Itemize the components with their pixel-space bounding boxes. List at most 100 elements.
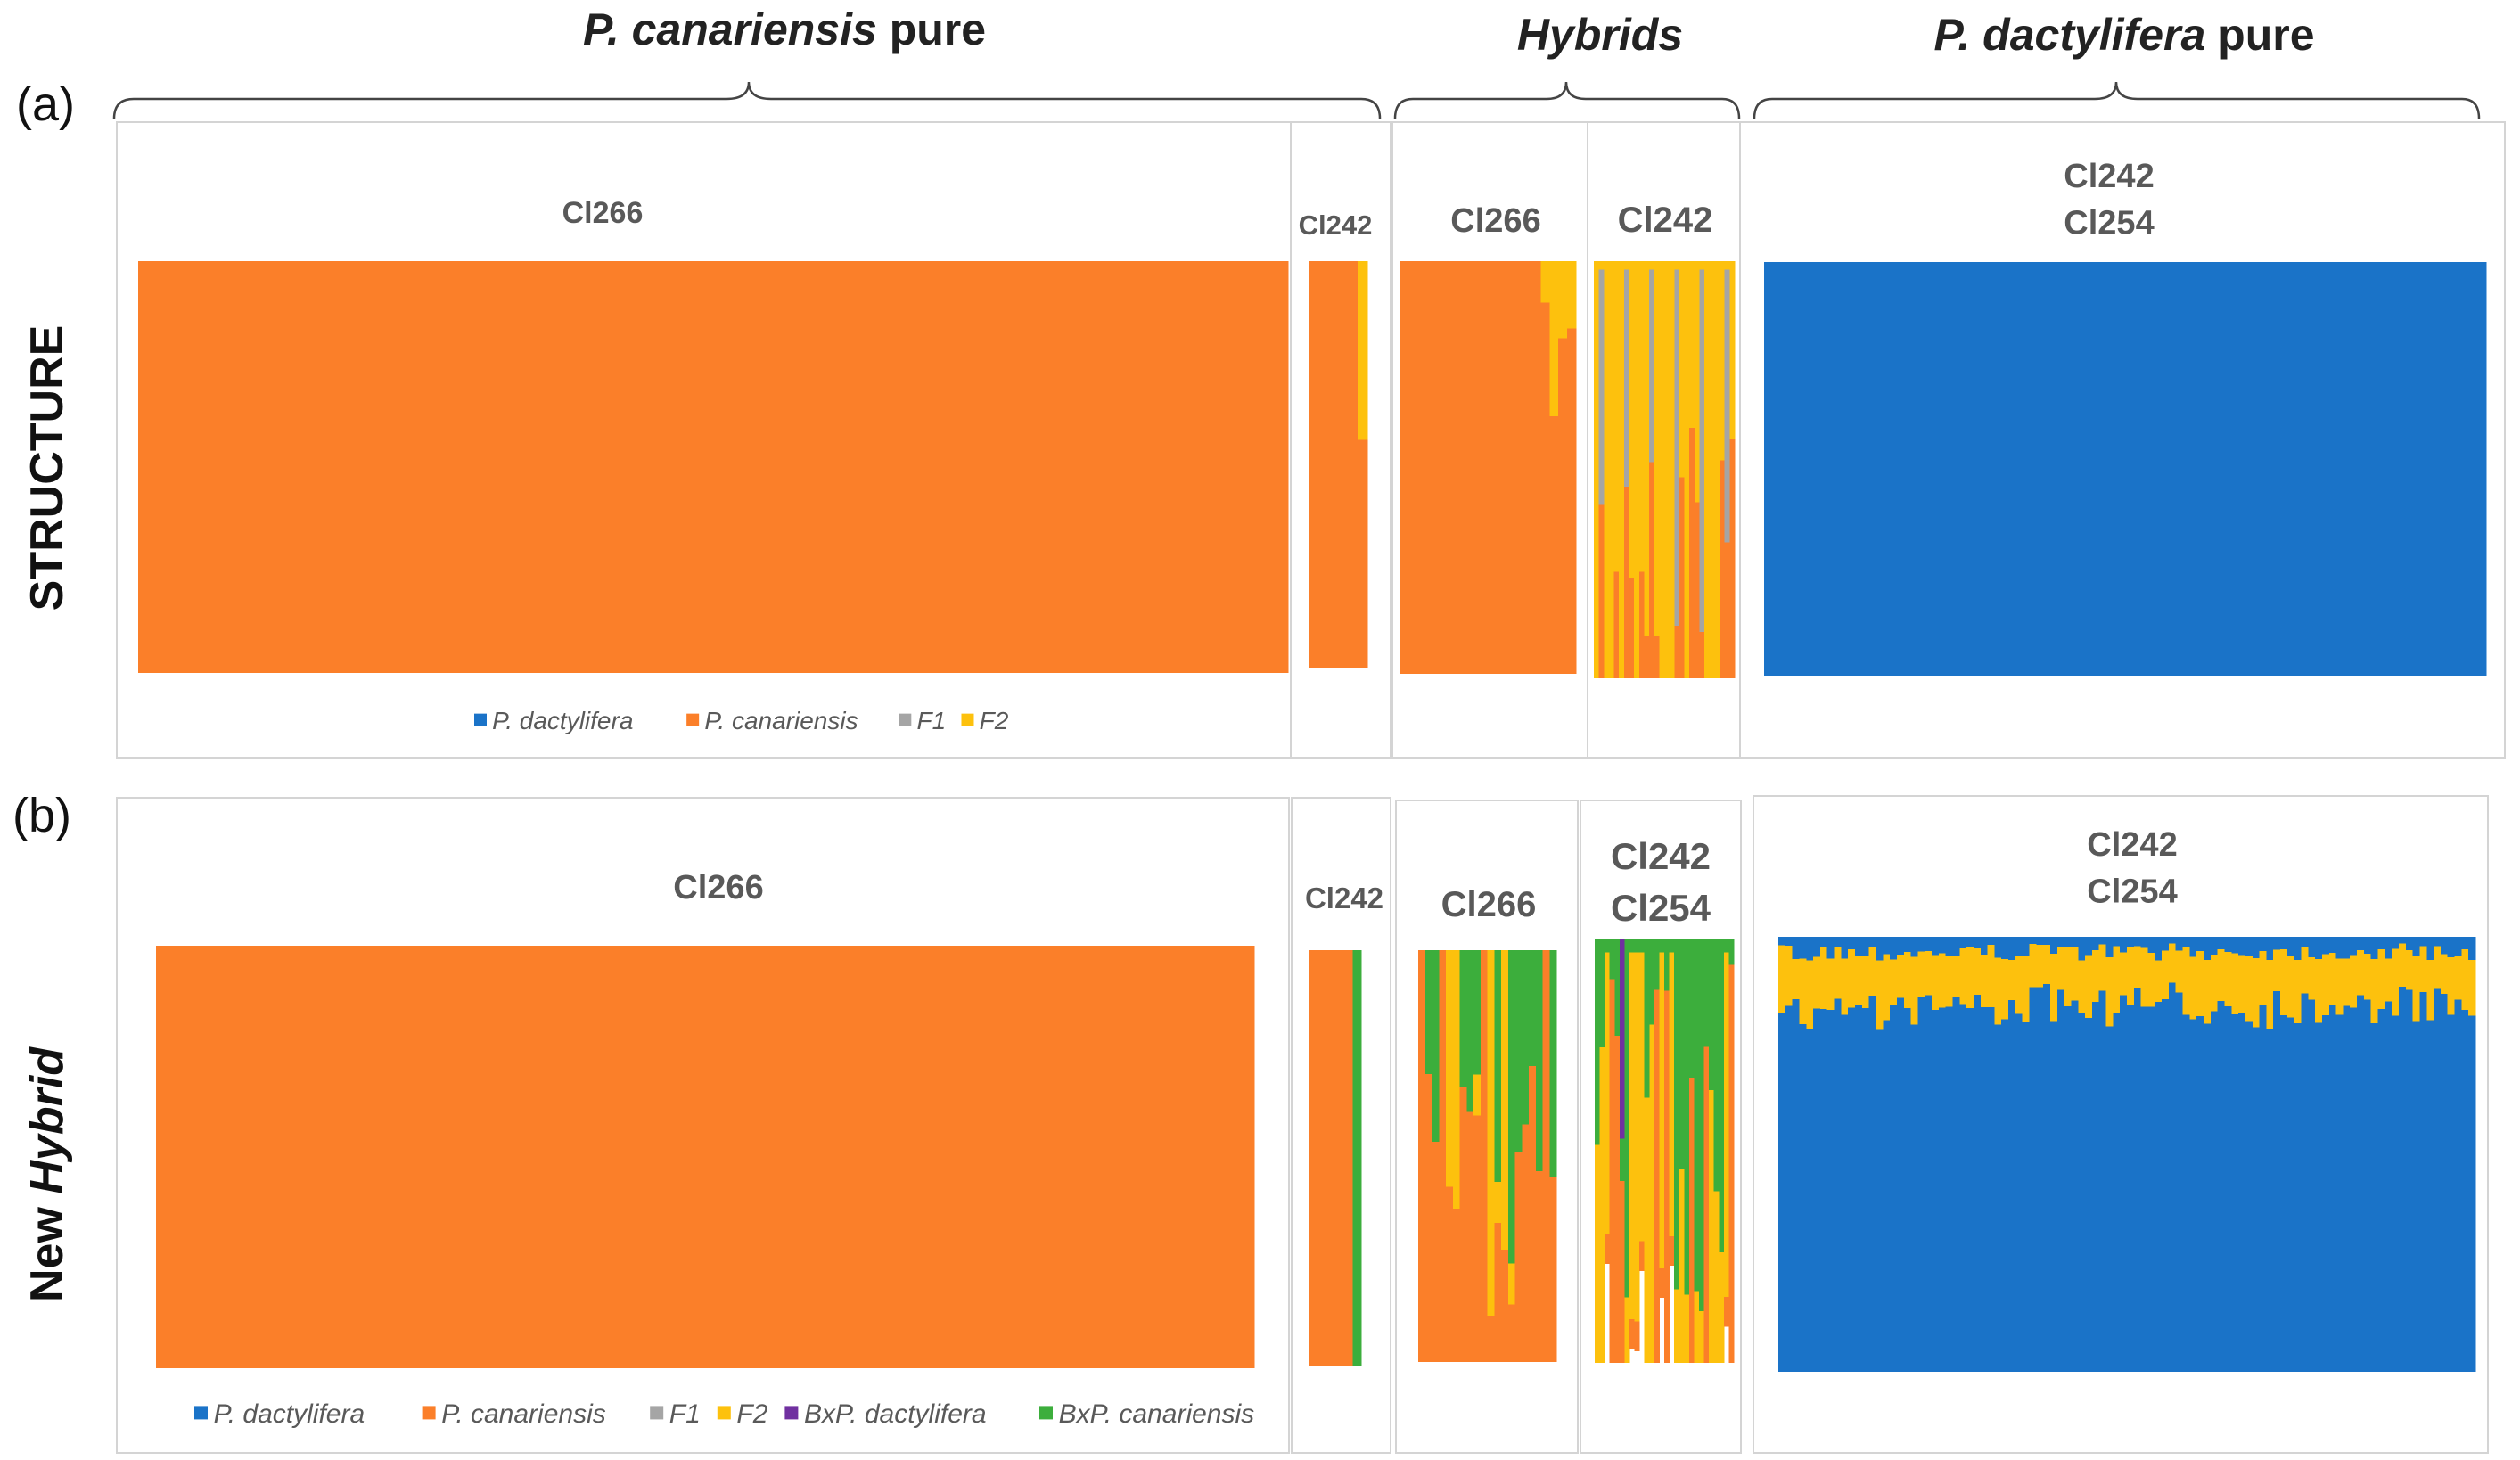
panel-b-g5-bar-18-seg-3: [1896, 997, 1905, 1372]
panel-a-g5-bar-1-seg-1: [1764, 262, 1774, 676]
panel-b-g1-bar-28-seg-1: [403, 946, 414, 1368]
panel-a-g5-bar-48-seg-1: [2188, 262, 2198, 676]
panel-b-g5-bar-23-seg-1: [1932, 937, 1940, 956]
panel-b-g1-bar-101-seg-1: [1071, 946, 1081, 1368]
panel-b-g1-bar-113-seg-1: [1180, 946, 1191, 1368]
panel-b-g5-bar-86-seg-3: [2370, 1022, 2379, 1372]
panel-a-g4-bar-8-seg-2: [1629, 578, 1635, 678]
panel-b-g1-bar-26-seg-1: [384, 946, 395, 1368]
panel-b-g5-bar-31-seg-3: [1987, 1007, 1996, 1372]
panel-b-g5-bar-48-seg-2: [2105, 957, 2114, 1027]
panel-b-g5-bar-26-seg-1: [1952, 937, 1960, 956]
panel-a-g1-bar-100-seg-1: [1087, 261, 1097, 673]
panel-b-g5-bar-39-seg-1: [2043, 937, 2051, 945]
panel-b-g5-bar-80-seg-2: [2328, 952, 2337, 1005]
panel-a-g1-bar-4-seg-1: [167, 261, 177, 673]
panel-a-g3-bar-12-seg-1: [1496, 261, 1506, 674]
panel-b-g4-bar-13-seg-2: [1654, 989, 1661, 1363]
panel-b-g5-bar-12-seg-2: [1855, 956, 1863, 1006]
panel-b-g5-bar-80-seg-1: [2328, 937, 2337, 953]
panel-b-g1-bar-12-seg-1: [256, 946, 267, 1368]
panel-a-g1-bar-81-seg-1: [905, 261, 915, 673]
panel-b-g5-bar-32-seg-3: [1994, 1024, 2002, 1372]
panel-a-g4-bar-2-seg-3: [1598, 504, 1605, 678]
panel-a-g1-bar-70-seg-1: [799, 261, 810, 673]
panel-a-g5-bar-66-seg-1: [2351, 262, 2360, 676]
panel-a-g5-bar-14-seg-1: [1881, 262, 1892, 676]
panel-b-g5-bar-20-seg-1: [1910, 937, 1918, 957]
panel-b-g5-bar-90-seg-3: [2398, 986, 2407, 1372]
panel-b-g5-bar-43-seg-3: [2071, 1000, 2079, 1372]
panel-b-g5-bar-42-seg-1: [2064, 937, 2073, 947]
panel-a-g1-bar-44-seg-1: [550, 261, 561, 673]
panel-b-g5-bar-4-seg-3: [1799, 1023, 1807, 1372]
panel-b-g5-bar-52-seg-3: [2133, 988, 2142, 1372]
panel-b-g3-bar-16-seg-1: [1522, 950, 1530, 1125]
panel-b-g1-bar-76-seg-1: [842, 946, 852, 1368]
panel-a-g5-bar-59-seg-1: [2287, 262, 2297, 676]
panel-b-g1-bar-27-seg-1: [393, 946, 404, 1368]
panel-a-g5-bar-69-seg-1: [2377, 262, 2388, 676]
panel-b-g5-bar-75-seg-2: [2294, 959, 2302, 1023]
row-label-structure: STRUCTURE: [21, 325, 73, 611]
panel-a-g5-bar-50-seg-1: [2206, 262, 2216, 676]
panel-b-g1-bar-95-seg-1: [1016, 946, 1026, 1368]
panel-a-g4-bar-26-seg-2: [1720, 460, 1726, 678]
panel-b-g3-bar-14-seg-3: [1507, 1304, 1516, 1362]
panel-a-g5-bar-65-seg-1: [2342, 262, 2352, 676]
panel-a-g3-bar-20-seg-1: [1567, 261, 1577, 329]
panel-a-g3-bar-19-seg-2: [1558, 338, 1568, 674]
panel-b-g5-bar-72-seg-3: [2273, 990, 2281, 1372]
panel-a-g5-bar-74-seg-1: [2423, 262, 2433, 676]
panel-a-g4-bar-1-seg-1: [1594, 261, 1600, 678]
panel-a-g3-bar-11-seg-1: [1488, 261, 1498, 674]
panel-b-g5-bar-35-seg-2: [2015, 956, 2023, 1014]
panel-b-g5-bar-60-seg-2: [2189, 956, 2197, 1020]
panel-b-g1-bar-74-seg-1: [824, 946, 834, 1368]
panel-b-g5-bar-69-seg-1: [2252, 937, 2261, 958]
panel-b-g3-bar-6-seg-2: [1452, 1208, 1461, 1362]
panel-a-g1-bar-41-seg-1: [521, 261, 532, 673]
panel-b-g1-bar-56-seg-1: [659, 946, 669, 1368]
panel-a-g1-bar-1-seg-1: [138, 261, 149, 673]
panel-b-g4-bar-2-seg-1: [1599, 939, 1605, 1047]
panel-b-g5-bar-45-seg-3: [2085, 1017, 2093, 1372]
panel-a-legend-swatch-2: [686, 713, 700, 726]
panel-a-g1-bar-65-seg-1: [751, 261, 762, 673]
panel-a-g1-bar-58-seg-1: [684, 261, 695, 673]
panel-b-g5-bar-11-seg-3: [1848, 1007, 1856, 1372]
panel-b-g1-bar-20-seg-1: [330, 946, 340, 1368]
panel-b-g4-bar-4-seg-2: [1609, 979, 1615, 1363]
panel-a-g3-bar-16-seg-1: [1531, 261, 1541, 674]
panel-b-g5-bar-24-seg-3: [1938, 1007, 1947, 1372]
panel-b-g5-bar-21-seg-1: [1917, 937, 1925, 952]
panel-b-g1-bar-53-seg-1: [631, 946, 642, 1368]
panel-b-g3-bar-3-seg-2: [1432, 1142, 1440, 1362]
panel-b-g5-bar-50-seg-1: [2120, 937, 2128, 953]
panel-b-g5-bar-77-seg-2: [2308, 956, 2316, 1000]
panel-b-g5-bar-70-seg-3: [2259, 1005, 2267, 1372]
panel-b-g2-bar-6-seg-1: [1352, 950, 1362, 1366]
panel-b-g5-bar-30-seg-3: [1980, 1006, 1989, 1372]
panel-a-legend-label-3: F1: [916, 707, 946, 734]
panel-b-g5-bar-28-seg-2: [1966, 947, 1974, 1008]
panel-a-g5-bar-19-seg-1: [1926, 262, 1936, 676]
panel-b-g1-bar-59-seg-1: [686, 946, 697, 1368]
box-labels: Cl266 Cl242 Cl266 Cl242 Cl242 Cl254 Cl266 Cl242…: [562, 158, 2178, 929]
panel-a-g1-bar-64-seg-1: [742, 261, 752, 673]
panel-b-g5-bar-89-seg-2: [2392, 948, 2400, 1016]
panel-b-g5-bar-8-seg-3: [1826, 1010, 1835, 1372]
panel-b-g4-bar-9-seg-1: [1634, 939, 1640, 953]
panel-a-g5-bar-77-seg-1: [2450, 262, 2460, 676]
panel-b-g5-bar-25-seg-3: [1945, 1006, 1954, 1372]
panel-b-g5-bar-47-seg-1: [2098, 937, 2107, 945]
panel-b-g1-bar-61-seg-1: [705, 946, 715, 1368]
panel-a-group-3: [1400, 261, 1577, 674]
panel-b-g1-bar-69-seg-1: [778, 946, 788, 1368]
panel-a-g5-bar-28-seg-1: [2007, 262, 2018, 676]
panel-b-g5-bar-70-seg-1: [2259, 937, 2267, 951]
panel-b-g1-bar-109-seg-1: [1144, 946, 1154, 1368]
panel-b-g1-bar-68-seg-1: [768, 946, 779, 1368]
panel-b-g1-bar-42-seg-1: [530, 946, 541, 1368]
panel-a-g3-bar-7-seg-1: [1452, 261, 1462, 674]
